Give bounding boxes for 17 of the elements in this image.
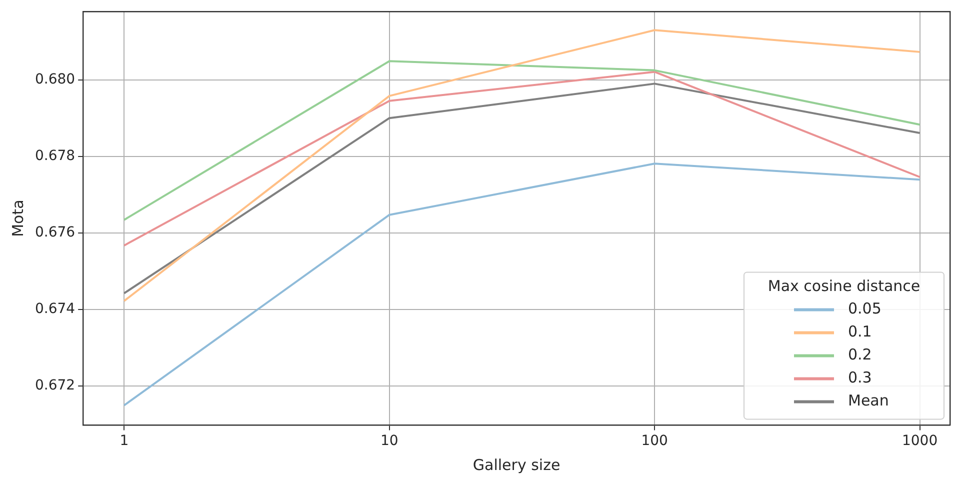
x-tick-label: 100 bbox=[641, 433, 668, 450]
legend-label: 0.2 bbox=[848, 346, 872, 364]
legend-title: Max cosine distance bbox=[768, 277, 920, 296]
y-axis-title: Mota bbox=[8, 200, 27, 237]
legend-label: 0.3 bbox=[848, 368, 872, 387]
legend-label: Mean bbox=[848, 392, 889, 410]
y-tick-label: 0.680 bbox=[34, 71, 76, 88]
legend-label: 0.05 bbox=[848, 300, 882, 318]
y-tick-label: 0.672 bbox=[34, 377, 76, 394]
x-tick-label: 1000 bbox=[902, 433, 938, 450]
y-tick-label: 0.678 bbox=[34, 148, 76, 164]
legend-label: 0.1 bbox=[848, 322, 872, 341]
y-tick-label: 0.676 bbox=[34, 224, 76, 240]
y-tick-label: 0.674 bbox=[34, 300, 76, 317]
x-tick-label: 1 bbox=[120, 433, 129, 450]
x-tick-label: 10 bbox=[380, 433, 398, 450]
x-axis-title: Gallery size bbox=[472, 456, 560, 474]
